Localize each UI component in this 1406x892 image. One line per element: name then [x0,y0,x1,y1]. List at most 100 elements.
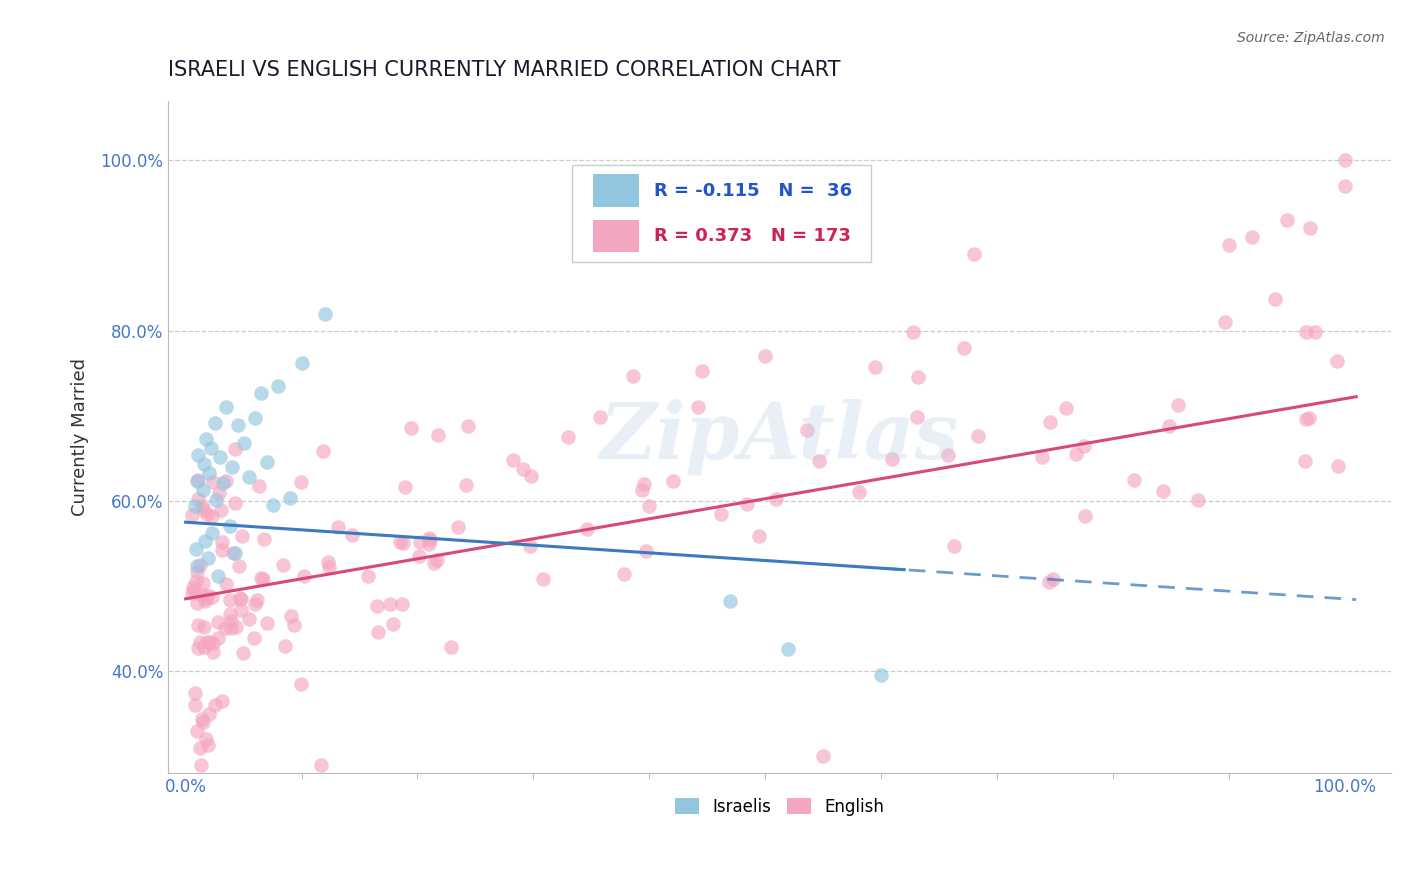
Point [186,596,208,610]
Point [309,758,332,772]
Point [366,599,388,614]
Point [905,410,928,425]
Point [408,549,430,563]
Point [953,341,976,355]
Point [692,364,714,378]
Point [283,618,305,632]
Point [211,542,233,557]
Point [938,448,960,462]
Point [1157,418,1180,433]
Point [195,432,218,446]
Point [391,597,413,611]
Point [188,740,211,755]
Point [198,635,221,649]
Point [194,594,217,608]
Point [863,359,886,374]
Point [662,475,685,489]
Point [193,502,215,516]
Point [426,553,449,567]
Point [201,526,224,541]
Point [314,307,336,321]
Point [1326,353,1348,368]
Point [191,483,214,497]
Point [1123,473,1146,487]
Point [1054,401,1077,416]
Point [1213,315,1236,329]
Point [1064,447,1087,461]
Point [633,477,655,491]
Point [229,591,252,606]
Point [256,455,278,469]
Point [907,369,929,384]
Point [191,588,214,602]
Point [214,577,236,591]
Point [357,569,380,583]
Point [807,454,830,468]
Text: Source: ZipAtlas.com: Source: ZipAtlas.com [1237,31,1385,45]
Point [418,531,440,545]
Point [228,559,250,574]
Point [186,565,208,579]
Point [634,543,657,558]
Point [231,529,253,543]
Point [224,496,246,510]
Point [211,535,233,549]
Point [271,558,294,572]
Point [963,247,986,261]
Point [200,441,222,455]
Point [519,469,541,483]
Point [1295,412,1317,426]
Point [710,507,733,521]
Point [1167,398,1189,412]
Point [232,435,254,450]
Point [229,602,252,616]
Point [502,452,524,467]
Point [184,499,207,513]
Point [1298,411,1320,425]
Point [292,569,315,583]
Point [316,555,339,569]
Point [247,479,270,493]
Point [243,631,266,645]
Point [187,473,209,487]
Point [735,497,758,511]
Point [191,715,214,730]
Point [1275,212,1298,227]
Point [1327,459,1350,474]
Point [186,723,208,738]
Point [246,593,269,607]
Point [224,442,246,457]
Point [190,635,212,649]
Point [225,620,247,634]
Point [778,642,800,657]
Point [197,706,219,721]
Point [967,428,990,442]
Point [193,620,215,634]
Point [214,621,236,635]
Point [457,418,479,433]
Point [394,480,416,494]
Point [209,503,232,517]
Point [221,546,243,560]
Point [447,520,470,534]
Point [208,485,231,500]
Point [290,356,312,370]
Point [195,732,218,747]
Point [243,597,266,611]
Point [187,640,209,655]
Text: R = 0.373   N = 173: R = 0.373 N = 173 [654,227,851,245]
Point [186,574,208,589]
Y-axis label: Currently Married: Currently Married [72,358,89,516]
Point [194,534,217,549]
Point [190,500,212,514]
Point [195,588,218,602]
Point [811,749,834,764]
Point [211,694,233,708]
Point [238,470,260,484]
Text: ISRAELI VS ENGLISH CURRENTLY MARRIED CORRELATION CHART: ISRAELI VS ENGLISH CURRENTLY MARRIED COR… [169,60,841,79]
Point [184,541,207,556]
Point [219,621,242,635]
Point [218,519,240,533]
Point [187,492,209,507]
Point [201,475,224,489]
